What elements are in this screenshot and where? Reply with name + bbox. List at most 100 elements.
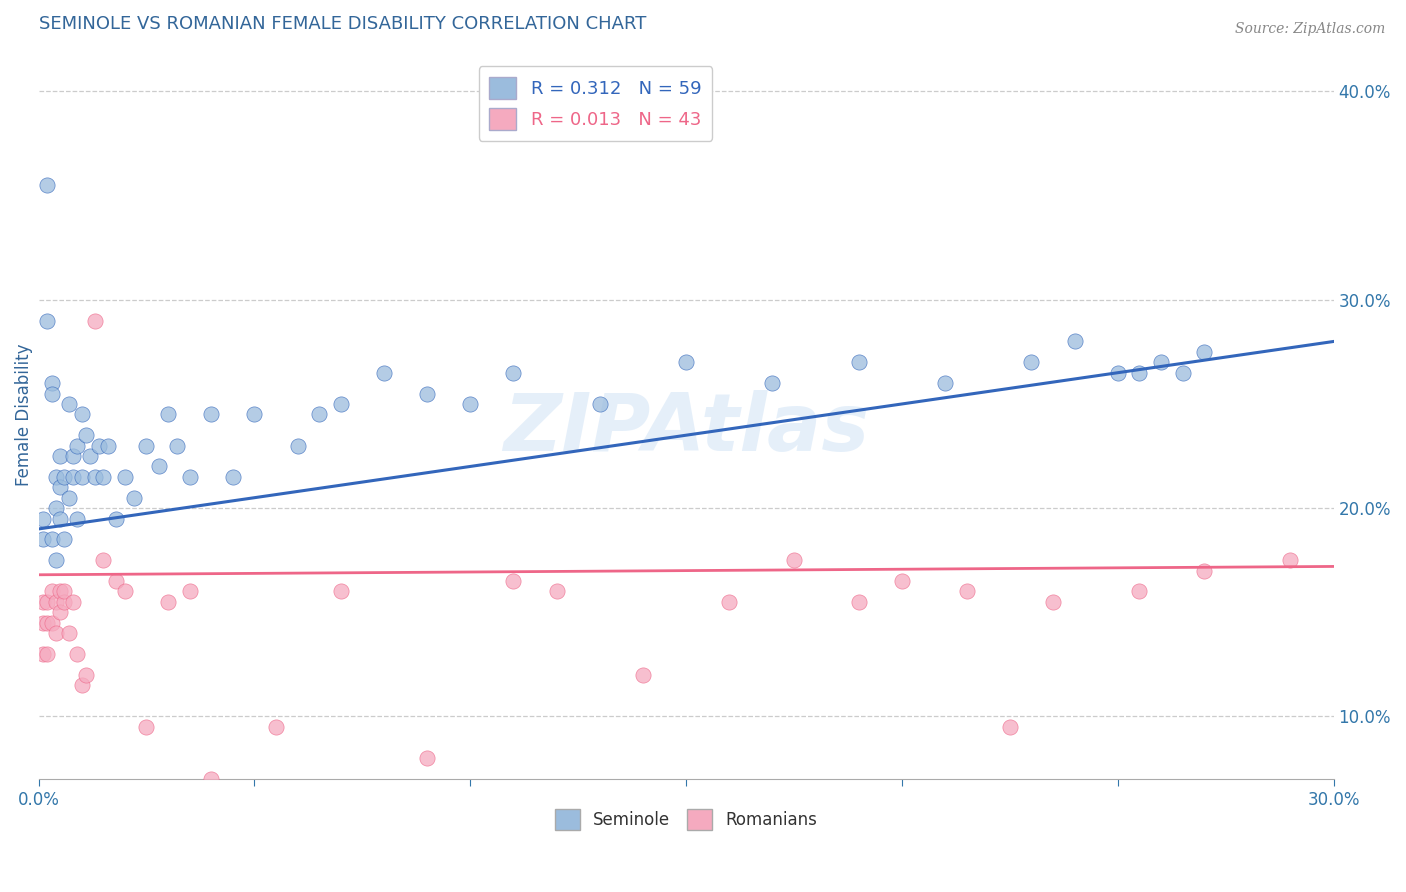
Point — [41, 533, 63, 547]
Point — [87, 439, 110, 453]
Point — [31, 533, 53, 547]
Point — [70, 470, 93, 484]
Point — [58, 397, 80, 411]
Point — [70, 408, 93, 422]
Legend: Seminole, Romanians: Seminole, Romanians — [548, 803, 824, 836]
Text: SEMINOLE VS ROMANIAN FEMALE DISABILITY CORRELATION CHART: SEMINOLE VS ROMANIAN FEMALE DISABILITY C… — [38, 15, 645, 33]
Point — [848, 355, 870, 369]
Point — [1150, 355, 1173, 369]
Point — [31, 595, 53, 609]
Text: Source: ZipAtlas.com: Source: ZipAtlas.com — [1234, 22, 1385, 37]
Point — [675, 355, 697, 369]
Point — [1063, 334, 1085, 349]
Point — [122, 491, 145, 505]
Point — [41, 376, 63, 391]
Point — [329, 584, 352, 599]
Point — [1042, 595, 1064, 609]
Point — [458, 397, 481, 411]
Point — [135, 439, 157, 453]
Point — [41, 615, 63, 630]
Point — [62, 595, 84, 609]
Point — [783, 553, 806, 567]
Point — [45, 501, 67, 516]
Point — [1171, 366, 1194, 380]
Point — [329, 397, 352, 411]
Point — [49, 511, 72, 525]
Point — [45, 553, 67, 567]
Point — [166, 439, 188, 453]
Point — [49, 605, 72, 619]
Point — [45, 626, 67, 640]
Point — [718, 595, 741, 609]
Point — [37, 178, 59, 193]
Point — [37, 647, 59, 661]
Point — [45, 470, 67, 484]
Point — [157, 408, 180, 422]
Text: ZIPAtlas: ZIPAtlas — [503, 390, 869, 468]
Point — [45, 595, 67, 609]
Point — [31, 511, 53, 525]
Point — [998, 720, 1021, 734]
Point — [135, 720, 157, 734]
Point — [243, 408, 266, 422]
Point — [53, 533, 76, 547]
Point — [91, 553, 114, 567]
Point — [62, 470, 84, 484]
Point — [37, 313, 59, 327]
Point — [416, 386, 439, 401]
Point — [200, 408, 222, 422]
Point — [546, 584, 568, 599]
Point — [502, 366, 524, 380]
Point — [890, 574, 912, 588]
Point — [66, 439, 89, 453]
Point — [1279, 553, 1302, 567]
Point — [114, 584, 136, 599]
Point — [58, 491, 80, 505]
Point — [264, 720, 287, 734]
Point — [105, 574, 128, 588]
Point — [53, 595, 76, 609]
Point — [97, 439, 120, 453]
Point — [1192, 344, 1215, 359]
Point — [934, 376, 956, 391]
Point — [37, 615, 59, 630]
Point — [200, 772, 222, 786]
Point — [58, 626, 80, 640]
Point — [502, 574, 524, 588]
Point — [157, 595, 180, 609]
Point — [41, 584, 63, 599]
Point — [49, 480, 72, 494]
Point — [1128, 584, 1150, 599]
Point — [75, 667, 97, 681]
Point — [287, 439, 309, 453]
Point — [308, 408, 330, 422]
Point — [31, 647, 53, 661]
Point — [848, 595, 870, 609]
Point — [148, 459, 170, 474]
Point — [49, 584, 72, 599]
Point — [761, 376, 783, 391]
Point — [1128, 366, 1150, 380]
Point — [589, 397, 612, 411]
Point — [53, 470, 76, 484]
Point — [79, 449, 101, 463]
Point — [70, 678, 93, 692]
Point — [222, 470, 245, 484]
Point — [66, 511, 89, 525]
Point — [49, 449, 72, 463]
Point — [1021, 355, 1043, 369]
Point — [91, 470, 114, 484]
Point — [114, 470, 136, 484]
Point — [416, 751, 439, 765]
Point — [83, 313, 105, 327]
Point — [1107, 366, 1129, 380]
Point — [66, 647, 89, 661]
Point — [1192, 564, 1215, 578]
Point — [373, 366, 395, 380]
Point — [62, 449, 84, 463]
Point — [37, 595, 59, 609]
Point — [179, 584, 201, 599]
Point — [956, 584, 979, 599]
Point — [75, 428, 97, 442]
Point — [41, 386, 63, 401]
